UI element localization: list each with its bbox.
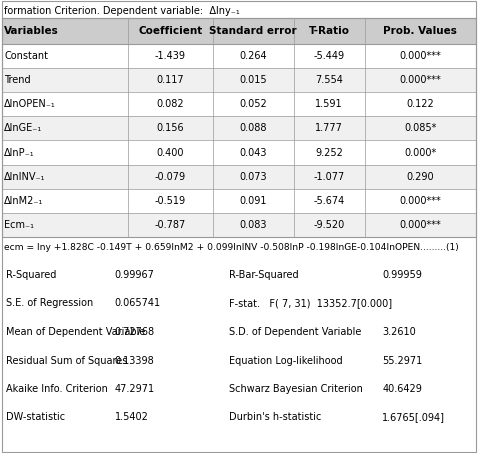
- Text: Prob. Values: Prob. Values: [383, 26, 457, 36]
- Text: 0.13398: 0.13398: [115, 356, 154, 366]
- Text: 1.591: 1.591: [315, 99, 343, 109]
- Text: 0.082: 0.082: [156, 99, 184, 109]
- Text: 0.000***: 0.000***: [400, 75, 441, 85]
- Text: -1.077: -1.077: [314, 172, 345, 182]
- Text: 0.72768: 0.72768: [115, 327, 155, 337]
- Text: 1.6765[.094]: 1.6765[.094]: [382, 413, 445, 423]
- Bar: [2, 68, 476, 92]
- Text: 0.000***: 0.000***: [400, 51, 441, 61]
- Text: 7.554: 7.554: [315, 75, 343, 85]
- Text: T-Ratio: T-Ratio: [309, 26, 349, 36]
- Text: Akaike Info. Criterion: Akaike Info. Criterion: [6, 384, 108, 394]
- Text: 0.122: 0.122: [406, 99, 434, 109]
- Text: -0.519: -0.519: [155, 196, 186, 206]
- Text: -9.520: -9.520: [314, 220, 345, 230]
- Text: 0.083: 0.083: [239, 220, 267, 230]
- Text: 0.99959: 0.99959: [382, 270, 422, 280]
- Text: 0.156: 0.156: [156, 123, 184, 134]
- Text: -5.674: -5.674: [314, 196, 345, 206]
- Text: S.D. of Dependent Variable: S.D. of Dependent Variable: [229, 327, 362, 337]
- Text: -0.787: -0.787: [155, 220, 186, 230]
- Text: -0.079: -0.079: [155, 172, 186, 182]
- Text: 0.000***: 0.000***: [400, 196, 441, 206]
- Bar: [2, 44, 476, 68]
- Bar: [2, 18, 476, 44]
- Text: 0.052: 0.052: [239, 99, 267, 109]
- Text: 0.117: 0.117: [156, 75, 184, 85]
- Text: ΔlnOPEN₋₁: ΔlnOPEN₋₁: [4, 99, 56, 109]
- Text: -5.449: -5.449: [314, 51, 345, 61]
- Text: Schwarz Bayesian Criterion: Schwarz Bayesian Criterion: [229, 384, 363, 394]
- Text: 0.091: 0.091: [239, 196, 267, 206]
- Text: Coefficient: Coefficient: [138, 26, 202, 36]
- Text: Mean of Dependent Variable: Mean of Dependent Variable: [6, 327, 145, 337]
- Text: F-stat.   F( 7, 31)  13352.7[0.000]: F-stat. F( 7, 31) 13352.7[0.000]: [229, 299, 392, 308]
- Text: 1.5402: 1.5402: [115, 413, 149, 423]
- Text: 0.264: 0.264: [239, 51, 267, 61]
- Text: R-Bar-Squared: R-Bar-Squared: [229, 270, 299, 280]
- Text: 0.400: 0.400: [156, 148, 184, 158]
- Text: 40.6429: 40.6429: [382, 384, 422, 394]
- Text: S.E. of Regression: S.E. of Regression: [6, 299, 93, 308]
- Bar: [2, 116, 476, 140]
- Text: 0.000***: 0.000***: [400, 220, 441, 230]
- Text: ΔlnGE₋₁: ΔlnGE₋₁: [4, 123, 43, 134]
- Text: ecm = lny +1.828C -0.149T + 0.659lnM2 + 0.099lnINV -0.508lnP -0.198lnGE-0.104lnO: ecm = lny +1.828C -0.149T + 0.659lnM2 + …: [4, 243, 459, 252]
- Text: 47.2971: 47.2971: [115, 384, 155, 394]
- Text: 0.043: 0.043: [239, 148, 267, 158]
- Bar: [2, 164, 476, 189]
- Text: 0.085*: 0.085*: [404, 123, 436, 134]
- Text: R-Squared: R-Squared: [6, 270, 56, 280]
- Bar: [2, 140, 476, 164]
- Text: ΔlnM2₋₁: ΔlnM2₋₁: [4, 196, 44, 206]
- Text: formation Criterion. Dependent variable:  Δlny₋₁: formation Criterion. Dependent variable:…: [4, 6, 240, 16]
- Bar: [2, 189, 476, 213]
- Bar: [2, 213, 476, 237]
- Bar: [2, 92, 476, 116]
- Text: Variables: Variables: [4, 26, 59, 36]
- Text: 9.252: 9.252: [315, 148, 343, 158]
- Text: Residual Sum of Squares: Residual Sum of Squares: [6, 356, 127, 366]
- Text: 0.073: 0.073: [239, 172, 267, 182]
- Text: Equation Log-likelihood: Equation Log-likelihood: [229, 356, 343, 366]
- Text: Ecm₋₁: Ecm₋₁: [4, 220, 34, 230]
- Text: 3.2610: 3.2610: [382, 327, 416, 337]
- Text: 0.290: 0.290: [406, 172, 434, 182]
- Text: Standard error: Standard error: [209, 26, 297, 36]
- Text: Durbin's h-statistic: Durbin's h-statistic: [229, 413, 322, 423]
- Text: 0.000*: 0.000*: [404, 148, 436, 158]
- Text: 0.99967: 0.99967: [115, 270, 154, 280]
- Text: Trend: Trend: [4, 75, 31, 85]
- Text: 0.065741: 0.065741: [115, 299, 161, 308]
- Bar: [2, 18, 476, 237]
- Text: ΔlnP₋₁: ΔlnP₋₁: [4, 148, 35, 158]
- Text: 1.777: 1.777: [315, 123, 343, 134]
- Text: 55.2971: 55.2971: [382, 356, 423, 366]
- Text: ΔlnINV₋₁: ΔlnINV₋₁: [4, 172, 46, 182]
- Text: DW-statistic: DW-statistic: [6, 413, 65, 423]
- Text: Constant: Constant: [4, 51, 48, 61]
- Text: 0.015: 0.015: [239, 75, 267, 85]
- Text: 0.088: 0.088: [239, 123, 267, 134]
- Text: -1.439: -1.439: [155, 51, 186, 61]
